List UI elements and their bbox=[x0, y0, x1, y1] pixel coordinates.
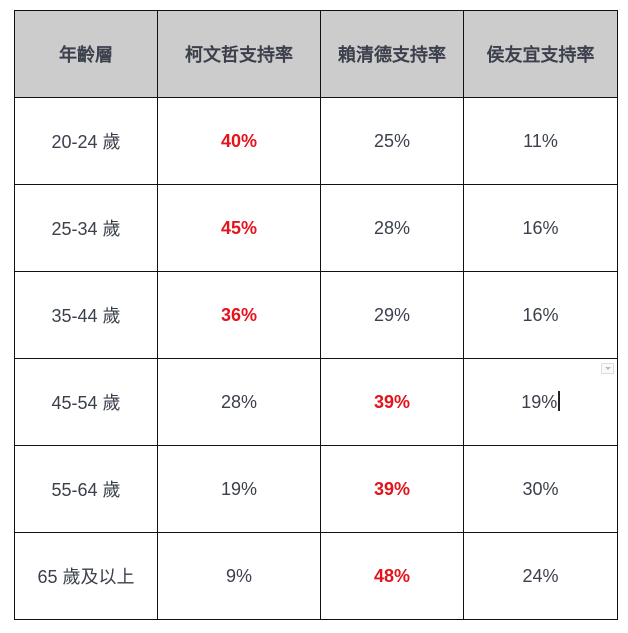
rate-value: 45% bbox=[220, 217, 258, 238]
ko-rate-cell[interactable]: 45% bbox=[157, 184, 321, 272]
rate-value: 11% bbox=[523, 130, 558, 151]
hou-rate-cell[interactable]: 11% bbox=[463, 97, 618, 185]
rate-value: 19% bbox=[521, 392, 558, 412]
ko-rate-cell[interactable]: 36% bbox=[157, 271, 321, 359]
lai-rate-cell[interactable]: 29% bbox=[320, 271, 464, 359]
lai-rate-cell[interactable]: 48% bbox=[320, 532, 464, 620]
text-cursor bbox=[558, 391, 560, 411]
support-rate-table: 年齡層 柯文哲支持率 賴清德支持率 侯友宜支持率 20-24 歲 40% 25% 11… bbox=[14, 10, 618, 620]
ko-rate-cell[interactable]: 40% bbox=[157, 97, 321, 185]
rate-value: 28% bbox=[373, 217, 411, 238]
hou-rate-cell[interactable]: 16% bbox=[463, 184, 618, 272]
lai-rate-cell[interactable]: 25% bbox=[320, 97, 464, 185]
table-row: 55-64 歲 19% 39% 30% bbox=[14, 445, 618, 533]
ko-rate-cell[interactable]: 19% bbox=[157, 445, 321, 533]
rate-value: 30% bbox=[522, 478, 559, 499]
rate-value: 39% bbox=[373, 391, 411, 412]
rate-value: 24% bbox=[522, 565, 559, 586]
hou-rate-cell[interactable]: 30% bbox=[463, 445, 618, 533]
rate-value: 40% bbox=[220, 130, 258, 151]
age-cell[interactable]: 35-44 歲 bbox=[14, 271, 158, 359]
rate-value: 29% bbox=[373, 304, 411, 325]
rate-value: 9% bbox=[225, 565, 252, 586]
rate-value: 25% bbox=[373, 130, 411, 151]
table-row: 35-44 歲 36% 29% 16% bbox=[14, 271, 618, 359]
rate-value: 28% bbox=[220, 391, 258, 412]
rate-value: 36% bbox=[220, 304, 258, 325]
table-row: 45-54 歲 28% 39% 19% bbox=[14, 358, 618, 446]
table-row: 65 歲及以上 9% 48% 24% bbox=[14, 532, 618, 620]
rate-value: 19% bbox=[220, 478, 258, 499]
age-cell[interactable]: 20-24 歲 bbox=[14, 97, 158, 185]
header-hou[interactable]: 侯友宜支持率 bbox=[463, 10, 618, 98]
age-cell[interactable]: 45-54 歲 bbox=[14, 358, 158, 446]
lai-rate-cell[interactable]: 39% bbox=[320, 358, 464, 446]
header-row: 年齡層 柯文哲支持率 賴清德支持率 侯友宜支持率 bbox=[14, 10, 618, 98]
header-age[interactable]: 年齡層 bbox=[14, 10, 158, 98]
lai-rate-cell[interactable]: 39% bbox=[320, 445, 464, 533]
table-row: 25-34 歲 45% 28% 16% bbox=[14, 184, 618, 272]
rate-value: 16% bbox=[522, 304, 559, 325]
age-cell[interactable]: 55-64 歲 bbox=[14, 445, 158, 533]
hou-rate-cell[interactable]: 16% bbox=[463, 271, 618, 359]
age-cell[interactable]: 65 歲及以上 bbox=[14, 532, 158, 620]
rate-value: 48% bbox=[373, 565, 411, 586]
hou-rate-cell[interactable]: 24% bbox=[463, 532, 618, 620]
cell-dropdown-arrow-icon[interactable] bbox=[601, 363, 614, 374]
header-lai[interactable]: 賴清德支持率 bbox=[320, 10, 464, 98]
hou-rate-cell[interactable]: 19% bbox=[463, 358, 618, 446]
table-row: 20-24 歲 40% 25% 11% bbox=[14, 97, 618, 185]
rate-value: 39% bbox=[373, 478, 411, 499]
lai-rate-cell[interactable]: 28% bbox=[320, 184, 464, 272]
ko-rate-cell[interactable]: 9% bbox=[157, 532, 321, 620]
ko-rate-cell[interactable]: 28% bbox=[157, 358, 321, 446]
header-ko[interactable]: 柯文哲支持率 bbox=[157, 10, 321, 98]
age-cell[interactable]: 25-34 歲 bbox=[14, 184, 158, 272]
rate-value: 16% bbox=[522, 217, 559, 238]
